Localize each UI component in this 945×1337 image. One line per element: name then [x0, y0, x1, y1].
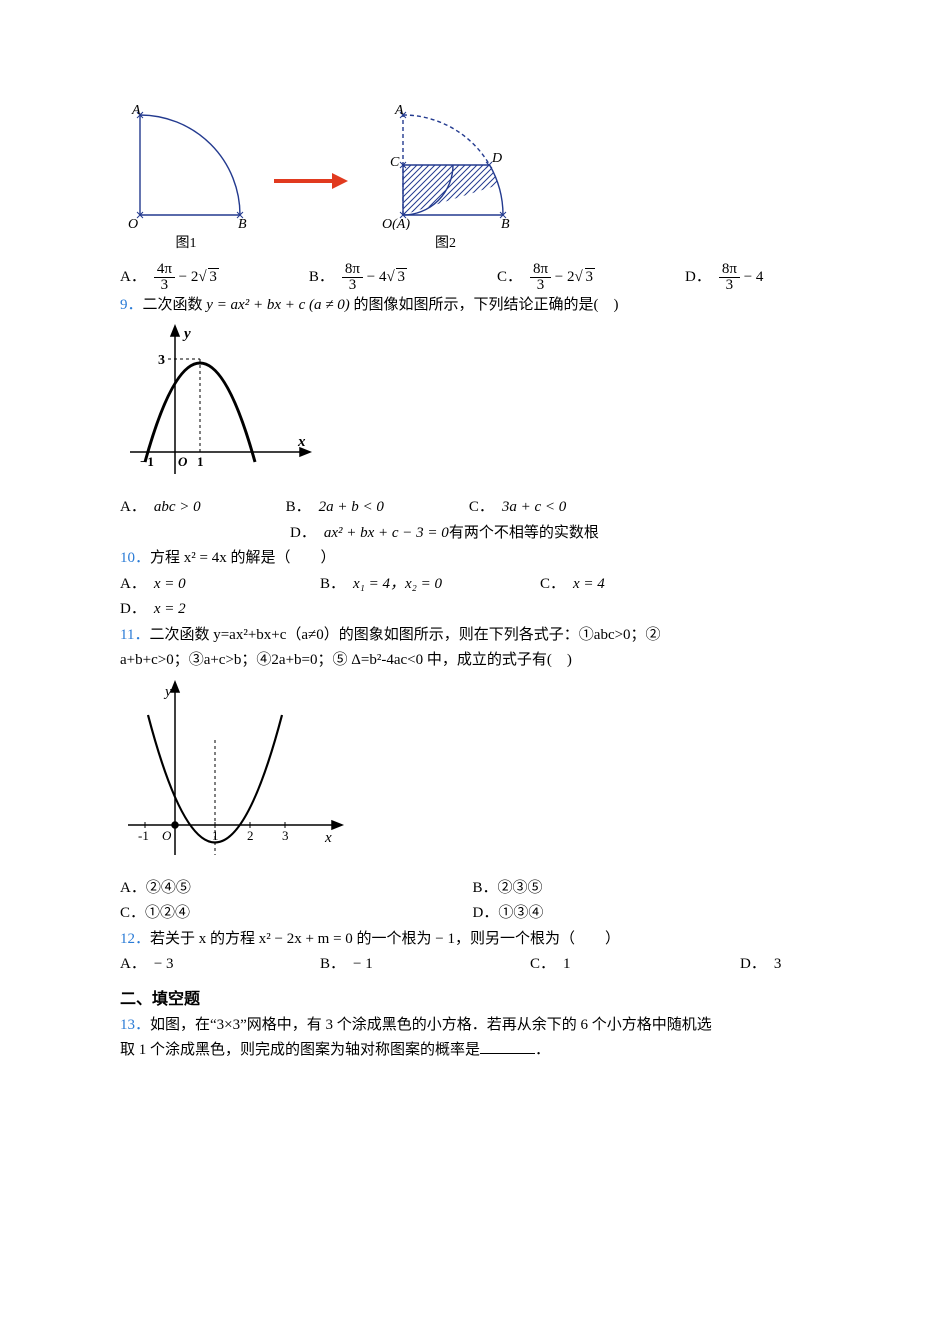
svg-text:3: 3: [158, 353, 165, 368]
q9-number: 9．: [120, 297, 143, 313]
fig2-label-B: B: [501, 217, 510, 230]
q8-choices: A． 4π3 − 23 B． 8π3 − 43 C． 8π3 − 23 D． 8…: [120, 262, 825, 293]
q12-text: 若关于 x 的方程 x² − 2x + m = 0 的一个根为 − 1，则另一个…: [150, 931, 620, 947]
svg-text:O: O: [162, 828, 172, 843]
fig2-label-OA: O(A): [382, 217, 410, 230]
q8-choice-A: A． 4π3 − 23: [120, 262, 219, 293]
q12-choice-D: D．3: [740, 952, 781, 978]
q10-choice-D: D．x = 2: [120, 597, 186, 623]
fig2-label-D: D: [491, 151, 502, 166]
q11-line2: a+b+c>0；③a+c>b；④2a+b=0；⑤ Δ=b²-4ac<0 中，成立…: [120, 648, 825, 674]
svg-text:x: x: [297, 434, 306, 450]
q9-choice-D: D．ax² + bx + c − 3 = 0 有两个不相等的实数根: [290, 521, 599, 547]
q9-choices-row2: D．ax² + bx + c − 3 = 0 有两个不相等的实数根: [120, 521, 825, 547]
q11-choices: A．②④⑤ B．②③⑤ C．①②④ D．①③④: [120, 876, 825, 927]
svg-text:2: 2: [247, 828, 254, 843]
q8-choice-D: D． 8π3 − 4: [685, 262, 763, 293]
svg-text:3: 3: [282, 828, 289, 843]
q9-choice-C: C．3a + c < 0: [469, 495, 566, 521]
choice-label: A．: [120, 265, 146, 291]
q11-number: 11．: [120, 627, 149, 643]
figure-2: A C D O(A) B 图2: [368, 100, 523, 256]
figure-1: A O B 图1: [120, 100, 252, 256]
q10-text: 方程 x² = 4x 的解是（ ）: [150, 550, 335, 566]
svg-text:O: O: [178, 454, 188, 469]
q9-choice-A: A．abc > 0: [120, 495, 201, 521]
choice-label: B．: [309, 265, 334, 291]
fill-blank: [480, 1038, 535, 1054]
choice-label: D．: [685, 265, 711, 291]
fig2-caption: 图2: [368, 232, 523, 256]
figure-row: A O B 图1: [120, 100, 825, 256]
q11-choice-B: B．②③⑤: [473, 876, 826, 902]
q9-choices-row1: A．abc > 0 B．2a + b < 0 C．3a + c < 0: [120, 495, 825, 521]
q10-choice-A: A．x = 0: [120, 572, 280, 598]
q10-choices: A．x = 0 B．x₁ = 4，x₂ = 0 C．x = 4 D．x = 2: [120, 572, 825, 623]
q11-graph: y x -1 O 1 2 3: [120, 680, 825, 870]
q11-choice-A: A．②④⑤: [120, 876, 473, 902]
question-10: 10．方程 x² = 4x 的解是（ ）: [120, 546, 825, 572]
q9-graph: y x 3 −1 O 1: [120, 324, 825, 489]
question-9: 9．二次函数 y = ax² + bx + c (a ≠ 0) 的图像如图所示，…: [120, 293, 825, 319]
q12-choice-C: C．1: [530, 952, 700, 978]
arrow-icon: [270, 161, 350, 201]
q8-choice-C: C． 8π3 − 23: [497, 262, 595, 293]
svg-text:y: y: [182, 326, 191, 342]
question-11: 11．二次函数 y=ax²+bx+c（a≠0）的图象如图所示，则在下列各式子：①…: [120, 623, 825, 649]
q9-expression: y = ax² + bx + c (a ≠ 0): [206, 297, 349, 313]
question-13: 13．如图，在“3×3”网格中，有 3 个涂成黑色的小方格．若再从余下的 6 个…: [120, 1013, 825, 1039]
svg-text:1: 1: [212, 828, 219, 843]
svg-text:1: 1: [197, 454, 204, 469]
q13-number: 13．: [120, 1017, 150, 1033]
fig1-caption: 图1: [120, 232, 252, 256]
section-2-heading: 二、填空题: [120, 986, 825, 1013]
svg-text:x: x: [324, 830, 332, 846]
q10-number: 10．: [120, 550, 150, 566]
q10-choice-B: B．x₁ = 4，x₂ = 0: [320, 572, 500, 598]
q12-choice-A: A．− 3: [120, 952, 280, 978]
q12-choices: A．− 3 B．− 1 C．1 D．3: [120, 952, 825, 978]
q13-line1: 如图，在“3×3”网格中，有 3 个涂成黑色的小方格．若再从余下的 6 个小方格…: [150, 1017, 712, 1033]
fig2-label-A: A: [394, 103, 404, 118]
q11-line1: 二次函数 y=ax²+bx+c（a≠0）的图象如图所示，则在下列各式子：①abc…: [149, 627, 660, 643]
fig1-label-O: O: [128, 217, 138, 230]
svg-text:-1: -1: [138, 828, 149, 843]
svg-text:y: y: [163, 684, 172, 700]
q10-choice-C: C．x = 4: [540, 572, 690, 598]
q13-line2: 取 1 个涂成黑色，则完成的图案为轴对称图案的概率是．: [120, 1038, 825, 1064]
fig2-label-C: C: [390, 155, 400, 170]
fig1-label-A: A: [131, 103, 141, 118]
q9-choice-B: B．2a + b < 0: [286, 495, 384, 521]
q11-choice-C: C．①②④: [120, 901, 473, 927]
fig1-label-B: B: [238, 217, 247, 230]
q8-choice-B: B． 8π3 − 43: [309, 262, 407, 293]
question-12: 12．若关于 x 的方程 x² − 2x + m = 0 的一个根为 − 1，则…: [120, 927, 825, 953]
choice-label: C．: [497, 265, 522, 291]
q12-choice-B: B．− 1: [320, 952, 490, 978]
svg-text:−1: −1: [140, 454, 154, 469]
q12-number: 12．: [120, 931, 150, 947]
q11-choice-D: D．①③④: [473, 901, 826, 927]
